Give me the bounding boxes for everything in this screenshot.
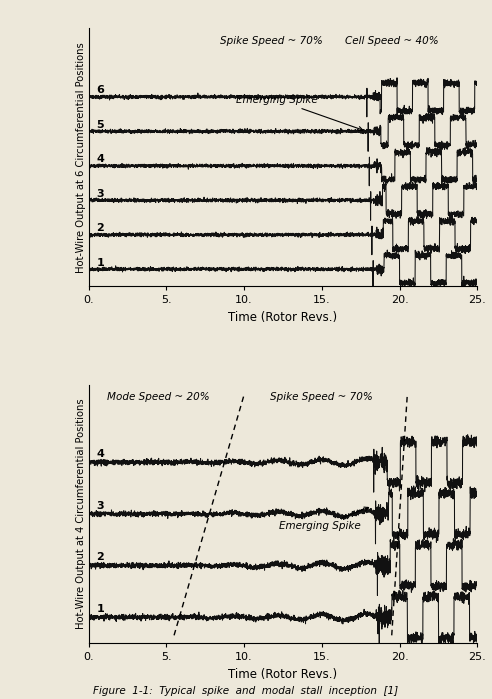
Text: Mode Speed ~ 20%: Mode Speed ~ 20% [107,392,210,403]
Text: 3: 3 [96,500,104,511]
Text: 2: 2 [96,223,104,233]
Text: 3: 3 [96,189,104,199]
Y-axis label: Hot-Wire Output at 6 Circumferential Positions: Hot-Wire Output at 6 Circumferential Pos… [76,42,86,273]
Text: 5: 5 [96,120,104,130]
Text: 4: 4 [96,154,104,164]
Text: 4: 4 [96,449,104,459]
Text: 1: 1 [96,258,104,268]
Text: 6: 6 [96,85,104,96]
Text: Emerging Spike: Emerging Spike [279,507,369,531]
Text: Cell Speed ~ 40%: Cell Speed ~ 40% [345,36,438,45]
Y-axis label: Hot-Wire Output at 4 Circumferential Positions: Hot-Wire Output at 4 Circumferential Pos… [76,398,86,629]
Text: 1: 1 [96,604,104,614]
Text: Emerging Spike: Emerging Spike [236,95,363,131]
X-axis label: Time (Rotor Revs.): Time (Rotor Revs.) [228,668,338,681]
Text: Spike Speed ~ 70%: Spike Speed ~ 70% [271,392,373,403]
X-axis label: Time (Rotor Revs.): Time (Rotor Revs.) [228,311,338,324]
Text: Figure  1-1:  Typical  spike  and  modal  stall  inception  [1]: Figure 1-1: Typical spike and modal stal… [93,686,399,696]
Text: Spike Speed ~ 70%: Spike Speed ~ 70% [220,36,323,45]
Text: 2: 2 [96,552,104,563]
